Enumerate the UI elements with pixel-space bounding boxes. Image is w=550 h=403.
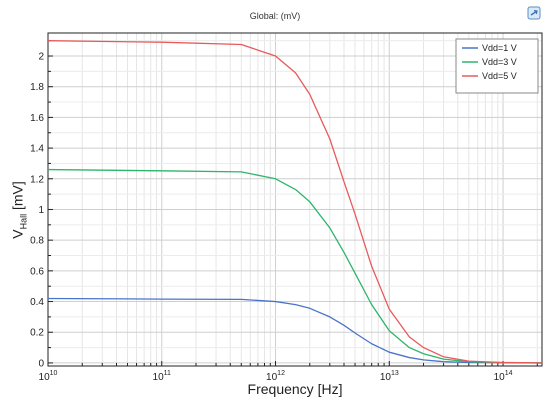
y-tick-label: 1 (38, 205, 44, 216)
y-tick-label: 0 (38, 358, 44, 369)
x-tick-label: 1014 (494, 370, 513, 383)
legend-label: Vdd=3 V (482, 57, 517, 67)
y-tick-label: 1.6 (30, 113, 44, 124)
series-line-3 (47, 40, 543, 364)
series-line-1 (47, 297, 543, 364)
axis-ticks: 0 0.2 0.4 0.6 0.8 1 1.2 1.4 1.6 1.8 2 1010 1011 1012 1… (30, 40, 538, 383)
plot-frame (47, 32, 543, 367)
y-axis-label-sub: Hall (18, 213, 29, 230)
y-axis-label-unit: [mV] (9, 181, 26, 214)
y-tick-label: 1.4 (30, 144, 44, 155)
x-tick-label: 1010 (39, 370, 58, 383)
chart-title: Global: (mV) (249, 11, 301, 21)
y-tick-label: 2 (38, 52, 44, 63)
x-tick-label: 1012 (266, 370, 285, 383)
legend: Vdd=1 V Vdd=3 V Vdd=5 V (455, 38, 539, 94)
legend-label: Vdd=5 V (482, 71, 517, 81)
y-tick-label: 0.6 (30, 266, 44, 277)
y-axis-label-base: V (9, 229, 26, 239)
series-lines (47, 40, 543, 364)
x-axis-label: Frequency [Hz] (247, 381, 343, 397)
y-tick-label: 0.2 (30, 328, 44, 339)
grid-lines (47, 33, 542, 366)
x-tick-label: 1013 (380, 370, 399, 383)
export-plot-icon[interactable] (527, 6, 541, 20)
y-tick-label: 1.2 (30, 174, 44, 185)
y-tick-label: 1.8 (30, 82, 44, 93)
legend-label: Vdd=1 V (482, 43, 517, 53)
y-axis-label: VHall [mV] (10, 181, 29, 239)
x-tick-label: 1011 (153, 370, 171, 383)
y-tick-label: 0.4 (30, 297, 44, 308)
series-line-2 (47, 168, 543, 364)
y-tick-label: 0.8 (30, 236, 44, 247)
